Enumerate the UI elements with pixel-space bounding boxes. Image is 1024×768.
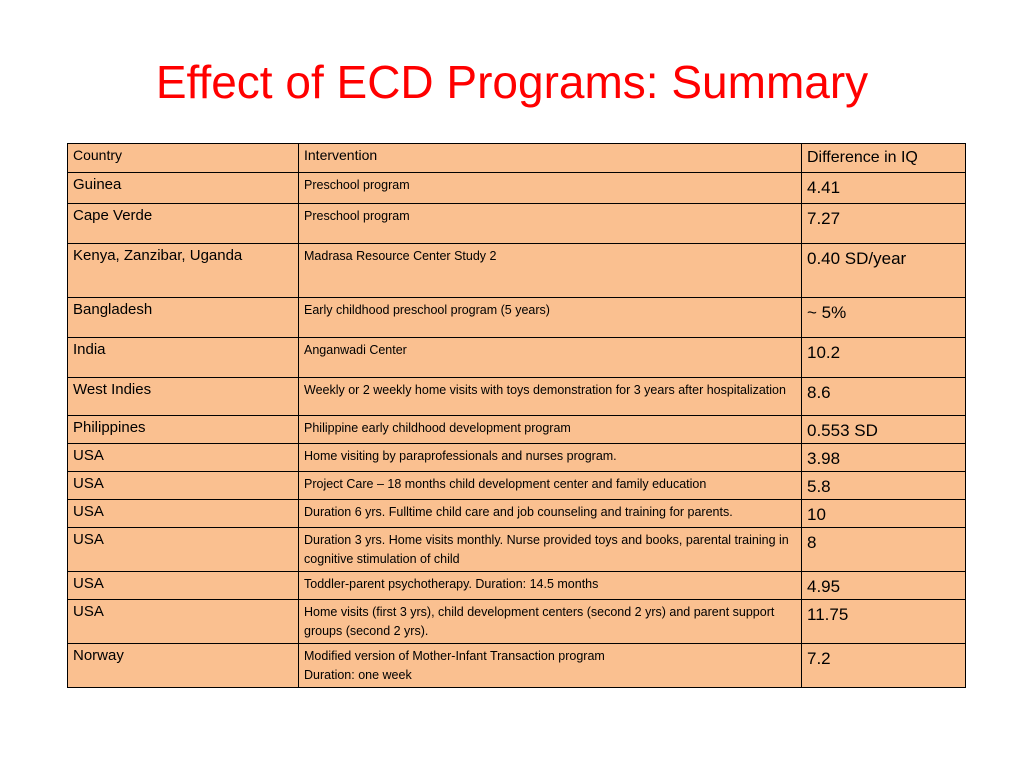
intervention-cell: Madrasa Resource Center Study 2 xyxy=(298,243,802,298)
country-cell: USA xyxy=(67,527,299,572)
intervention-cell: Anganwadi Center xyxy=(298,337,802,378)
table-header-row: Country Intervention Difference in IQ xyxy=(67,143,966,173)
intervention-cell: Preschool program xyxy=(298,172,802,204)
table-row: India Anganwadi Center 10.2 xyxy=(67,337,966,378)
intervention-cell: Home visiting by paraprofessionals and n… xyxy=(298,443,802,472)
table-row: USA Home visiting by paraprofessionals a… xyxy=(67,443,966,472)
table-row: Norway Modified version of Mother-Infant… xyxy=(67,643,966,688)
header-intervention: Intervention xyxy=(298,143,802,173)
summary-table: Country Intervention Difference in IQ Gu… xyxy=(67,143,966,688)
table-row: USA Project Care – 18 months child devel… xyxy=(67,471,966,500)
country-cell: USA xyxy=(67,443,299,472)
intervention-cell: Early childhood preschool program (5 yea… xyxy=(298,297,802,338)
country-cell: USA xyxy=(67,499,299,528)
intervention-cell: Home visits (first 3 yrs), child develop… xyxy=(298,599,802,644)
country-cell: USA xyxy=(67,571,299,600)
intervention-cell: Preschool program xyxy=(298,203,802,244)
intervention-line: Modified version of Mother-Infant Transa… xyxy=(304,649,605,663)
country-cell: Norway xyxy=(67,643,299,688)
difference-cell: 11.75 xyxy=(801,599,966,644)
difference-cell: 0.553 SD xyxy=(801,415,966,444)
table-row: USA Duration 6 yrs. Fulltime child care … xyxy=(67,499,966,528)
table-row: Bangladesh Early childhood preschool pro… xyxy=(67,297,966,338)
intervention-cell: Duration 6 yrs. Fulltime child care and … xyxy=(298,499,802,528)
intervention-cell: Toddler-parent psychotherapy. Duration: … xyxy=(298,571,802,600)
table-row: USA Duration 3 yrs. Home visits monthly.… xyxy=(67,527,966,572)
difference-cell: 8 xyxy=(801,527,966,572)
difference-cell: ~ 5% xyxy=(801,297,966,338)
difference-cell: 4.41 xyxy=(801,172,966,204)
header-country: Country xyxy=(67,143,299,173)
table-row: USA Home visits (first 3 yrs), child dev… xyxy=(67,599,966,644)
difference-cell: 5.8 xyxy=(801,471,966,500)
table-row: West Indies Weekly or 2 weekly home visi… xyxy=(67,377,966,416)
intervention-cell: Modified version of Mother-Infant Transa… xyxy=(298,643,802,688)
header-difference-in-iq: Difference in IQ xyxy=(801,143,966,173)
country-cell: Guinea xyxy=(67,172,299,204)
intervention-cell: Project Care – 18 months child developme… xyxy=(298,471,802,500)
country-cell: USA xyxy=(67,471,299,500)
table-row: Cape Verde Preschool program 7.27 xyxy=(67,203,966,244)
country-cell: USA xyxy=(67,599,299,644)
intervention-line: Duration: one week xyxy=(304,668,412,682)
difference-cell: 10 xyxy=(801,499,966,528)
slide-title: Effect of ECD Programs: Summary xyxy=(155,56,869,108)
country-cell: India xyxy=(67,337,299,378)
difference-cell: 7.2 xyxy=(801,643,966,688)
table-row: Guinea Preschool program 4.41 xyxy=(67,172,966,204)
table-row: USA Toddler-parent psychotherapy. Durati… xyxy=(67,571,966,600)
difference-cell: 3.98 xyxy=(801,443,966,472)
intervention-cell: Philippine early childhood development p… xyxy=(298,415,802,444)
difference-cell: 0.40 SD/year xyxy=(801,243,966,298)
country-cell: Philippines xyxy=(67,415,299,444)
intervention-cell: Weekly or 2 weekly home visits with toys… xyxy=(298,377,802,416)
intervention-cell: Duration 3 yrs. Home visits monthly. Nur… xyxy=(298,527,802,572)
country-cell: Bangladesh xyxy=(67,297,299,338)
table-row: Philippines Philippine early childhood d… xyxy=(67,415,966,444)
country-cell: Cape Verde xyxy=(67,203,299,244)
difference-cell: 7.27 xyxy=(801,203,966,244)
difference-cell: 4.95 xyxy=(801,571,966,600)
difference-cell: 8.6 xyxy=(801,377,966,416)
country-cell: Kenya, Zanzibar, Uganda xyxy=(67,243,299,298)
table-row: Kenya, Zanzibar, Uganda Madrasa Resource… xyxy=(67,243,966,298)
country-cell: West Indies xyxy=(67,377,299,416)
difference-cell: 10.2 xyxy=(801,337,966,378)
